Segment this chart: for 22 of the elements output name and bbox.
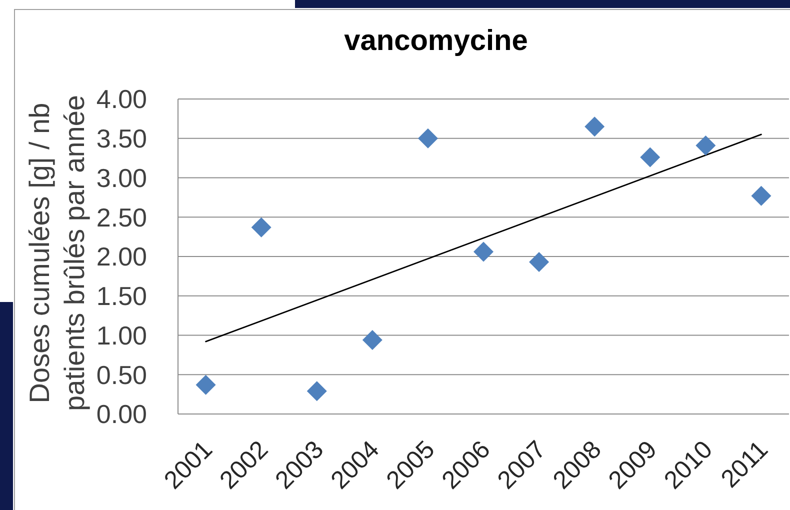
point [751, 186, 772, 206]
point [196, 374, 216, 395]
y-tick-label: 0.50 [96, 360, 147, 390]
y-tick-label: 4.00 [96, 84, 147, 114]
point [362, 330, 382, 350]
point [584, 116, 605, 137]
y-axis-title: Doses cumulées [g] / nb patients brûlés par année [23, 94, 91, 413]
point [306, 381, 327, 402]
y-tick-label: 0.00 [96, 399, 147, 430]
point [696, 135, 716, 156]
point [474, 242, 494, 262]
y-tick-label: 3.50 [96, 124, 147, 154]
chart-title: vancomycine [343, 24, 529, 58]
point [251, 217, 272, 238]
y-tick-label: 2.50 [96, 202, 147, 232]
point [529, 252, 550, 272]
point [418, 128, 438, 148]
y-tick-label: 1.50 [96, 281, 147, 312]
y-tick-label: 2.00 [96, 242, 147, 272]
point [640, 147, 660, 168]
y-tick-label: 1.00 [96, 320, 147, 350]
y-tick-label: 3.00 [96, 162, 147, 193]
